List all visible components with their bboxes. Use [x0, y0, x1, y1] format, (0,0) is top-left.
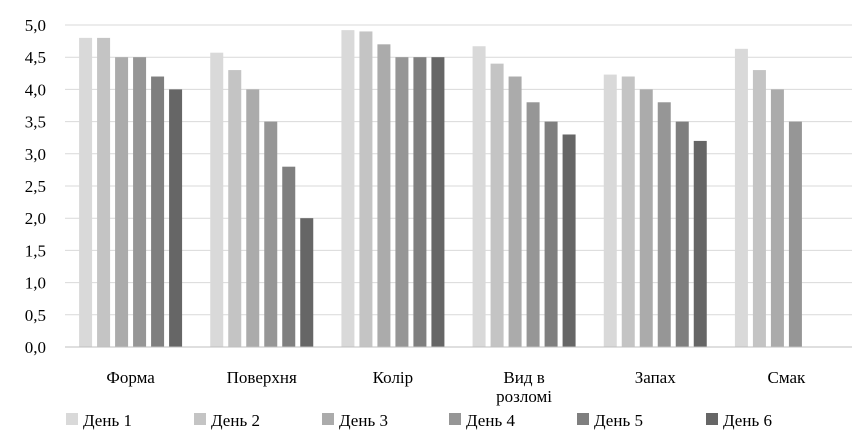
legend-swatch	[706, 413, 718, 425]
legend-label: День 4	[466, 411, 515, 430]
y-tick-label: 2,0	[25, 209, 46, 228]
bar	[752, 70, 766, 347]
y-tick-label: 2,5	[25, 177, 46, 196]
legend-label: День 3	[339, 411, 388, 430]
bar	[228, 70, 242, 347]
bar	[341, 30, 355, 347]
y-tick-label: 1,5	[25, 241, 46, 260]
legend-label: День 1	[83, 411, 132, 430]
bar	[490, 63, 504, 347]
category-label: Запах	[635, 368, 676, 387]
bar	[603, 74, 617, 347]
bar	[97, 37, 111, 347]
bar	[133, 57, 147, 347]
bar	[264, 121, 278, 347]
legend-label: День 5	[594, 411, 643, 430]
y-tick-label: 3,5	[25, 113, 46, 132]
bar	[377, 44, 391, 347]
bar	[770, 89, 784, 348]
y-tick-label: 0,0	[25, 338, 46, 357]
bar	[472, 46, 486, 347]
legend-swatch	[194, 413, 206, 425]
y-tick-label: 4,5	[25, 48, 46, 67]
y-axis-tick-labels: 0,0 0,5 1,0 1,5 2,0 2,5 3,0 3,5 4,0 4,5 5,0	[25, 16, 46, 357]
legend-swatch	[66, 413, 78, 425]
bar	[562, 134, 576, 347]
bar	[621, 76, 635, 348]
legend-label: День 6	[723, 411, 772, 430]
bar	[431, 57, 445, 347]
category-label: розломі	[496, 387, 552, 406]
bar	[788, 121, 802, 347]
bar	[413, 57, 427, 347]
legend-swatch	[449, 413, 461, 425]
bar	[526, 102, 540, 347]
bar	[395, 57, 409, 347]
legend-label: День 2	[211, 411, 260, 430]
bar	[282, 166, 296, 347]
bar	[693, 140, 707, 347]
bar	[508, 76, 522, 348]
bar	[544, 121, 558, 347]
bar	[675, 121, 689, 347]
gridlines	[65, 24, 852, 316]
legend-swatch	[322, 413, 334, 425]
legend-swatch	[577, 413, 589, 425]
category-label: Колір	[373, 368, 413, 387]
category-label: Вид в	[503, 368, 544, 387]
bar	[657, 102, 671, 347]
y-tick-label: 5,0	[25, 16, 46, 35]
y-tick-label: 4,0	[25, 80, 46, 99]
y-tick-label: 1,0	[25, 274, 46, 293]
bar	[210, 52, 224, 347]
category-label: Поверхня	[227, 368, 297, 387]
legend: День 1 День 2 День 3 День 4 День 5 День 6	[66, 411, 772, 430]
bars	[79, 30, 802, 348]
y-tick-label: 3,0	[25, 145, 46, 164]
bar	[151, 76, 165, 348]
y-tick-label: 0,5	[25, 306, 46, 325]
bar	[115, 57, 129, 347]
bar	[169, 89, 183, 348]
bar	[639, 89, 653, 348]
category-label: Смак	[768, 368, 807, 387]
bar	[359, 31, 373, 347]
bar	[300, 218, 314, 347]
bar	[79, 37, 93, 347]
bar	[246, 89, 260, 348]
category-label: Форма	[106, 368, 155, 387]
bar	[734, 48, 748, 347]
